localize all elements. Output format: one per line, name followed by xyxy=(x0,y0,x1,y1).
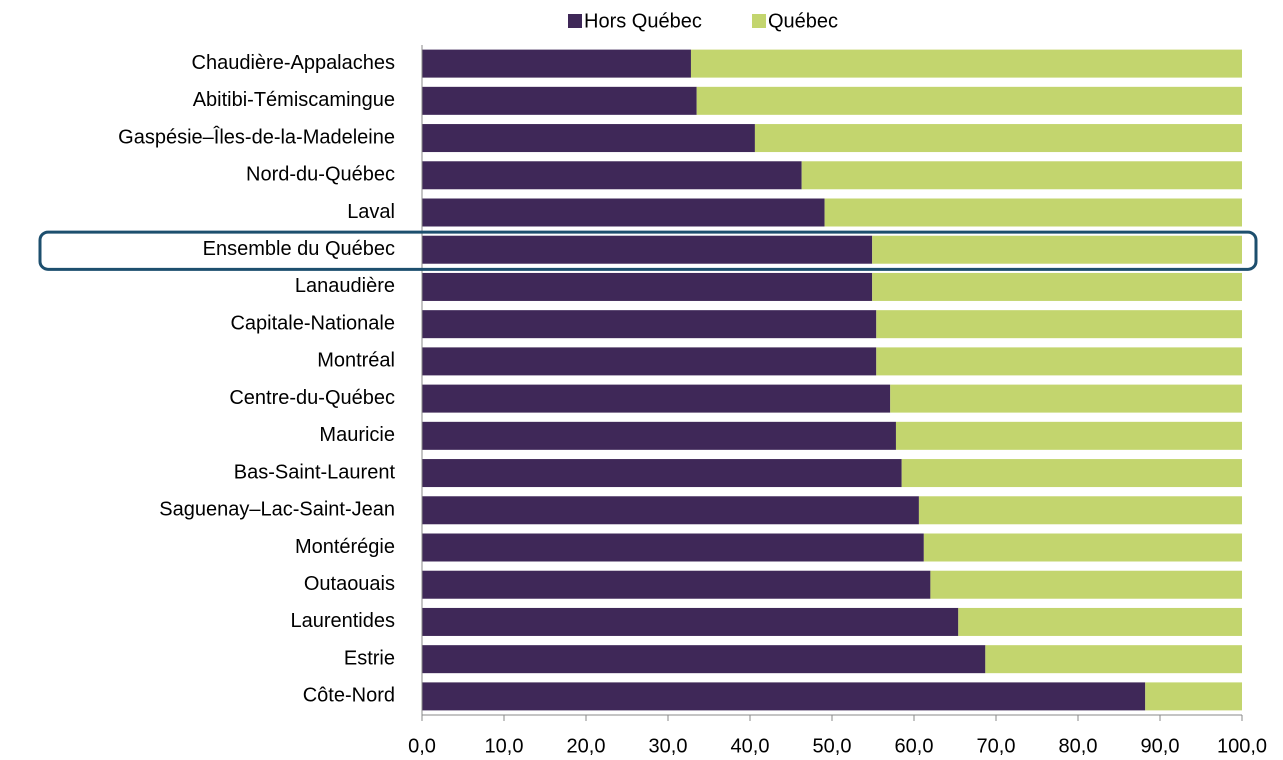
y-tick-label: Chaudière-Appalaches xyxy=(192,52,395,74)
y-tick-label: Mauricie xyxy=(319,424,395,446)
bar-segment xyxy=(1145,682,1242,711)
bar-segment xyxy=(422,310,877,339)
x-tick-label: 90,0 xyxy=(1141,735,1180,757)
y-tick-label: Montérégie xyxy=(295,536,395,558)
y-tick-label: Nord-du-Québec xyxy=(246,164,395,186)
y-tick-label: Lanaudière xyxy=(295,275,395,297)
x-tick-label: 10,0 xyxy=(485,735,524,757)
bar-segment xyxy=(422,421,896,450)
bar-segment xyxy=(422,645,986,674)
x-tick-label: 40,0 xyxy=(731,735,770,757)
bar-segment xyxy=(923,533,1242,562)
bar-segment xyxy=(422,198,825,227)
x-tick-label: 0,0 xyxy=(408,735,436,757)
bar-segment xyxy=(422,496,919,525)
bar-segment xyxy=(872,272,1242,301)
x-tick-label: 20,0 xyxy=(567,735,606,757)
y-tick-label: Gaspésie–Îles-de-la-Madeleine xyxy=(118,125,395,148)
bar-segment xyxy=(876,347,1242,376)
bar-segment xyxy=(690,49,1242,78)
bar-segment xyxy=(422,272,873,301)
highlight-box xyxy=(38,230,1258,271)
bar-segment xyxy=(422,347,877,376)
bar-segment xyxy=(901,459,1242,488)
y-tick-label: Capitale-Nationale xyxy=(230,312,395,334)
legend-swatch xyxy=(752,14,766,28)
y-tick-label: Laurentides xyxy=(290,610,395,632)
bar-segment xyxy=(422,161,802,190)
bar-segment xyxy=(872,235,1242,264)
y-tick-label: Centre-du-Québec xyxy=(229,387,395,409)
bar-segment xyxy=(696,86,1242,115)
bar-segment xyxy=(422,682,1146,711)
bar-segment xyxy=(876,310,1242,339)
bar-segment xyxy=(422,533,924,562)
bar-segment xyxy=(754,124,1242,153)
y-tick-label: Saguenay–Lac-Saint-Jean xyxy=(159,499,395,521)
bar-segment xyxy=(422,86,697,115)
x-tick-label: 50,0 xyxy=(813,735,852,757)
bar-segment xyxy=(890,384,1242,413)
x-tick-label: 80,0 xyxy=(1059,735,1098,757)
y-tick-label: Ensemble du Québec xyxy=(203,238,395,260)
y-tick-label: Montréal xyxy=(317,350,395,372)
x-tick-label: 70,0 xyxy=(977,735,1016,757)
bar-segment xyxy=(895,421,1242,450)
bar-segment xyxy=(422,384,891,413)
y-tick-label: Estrie xyxy=(344,647,395,669)
bar-segment xyxy=(422,235,873,264)
legend-label: Québec xyxy=(768,10,838,32)
x-tick-label: 100,0 xyxy=(1217,735,1267,757)
bar-segment xyxy=(422,124,755,153)
y-tick-label: Abitibi-Témiscamingue xyxy=(193,89,395,111)
legend-swatch xyxy=(568,14,582,28)
bar-segment xyxy=(422,570,931,599)
x-tick-label: 60,0 xyxy=(895,735,934,757)
bar-segment xyxy=(930,570,1242,599)
y-tick-label: Côte-Nord xyxy=(303,685,395,707)
bar-segment xyxy=(958,607,1242,636)
x-tick-label: 30,0 xyxy=(649,735,688,757)
bar-segment xyxy=(985,645,1242,674)
bar-segment xyxy=(918,496,1242,525)
y-tick-label: Bas-Saint-Laurent xyxy=(234,461,396,483)
y-tick-label: Outaouais xyxy=(304,573,395,595)
bar-segment xyxy=(422,607,959,636)
bar-segment xyxy=(801,161,1242,190)
y-tick-label: Laval xyxy=(347,201,395,223)
bar-segment xyxy=(422,49,691,78)
legend-label: Hors Québec xyxy=(584,10,702,32)
bar-segment xyxy=(422,459,902,488)
bar-segment xyxy=(824,198,1242,227)
